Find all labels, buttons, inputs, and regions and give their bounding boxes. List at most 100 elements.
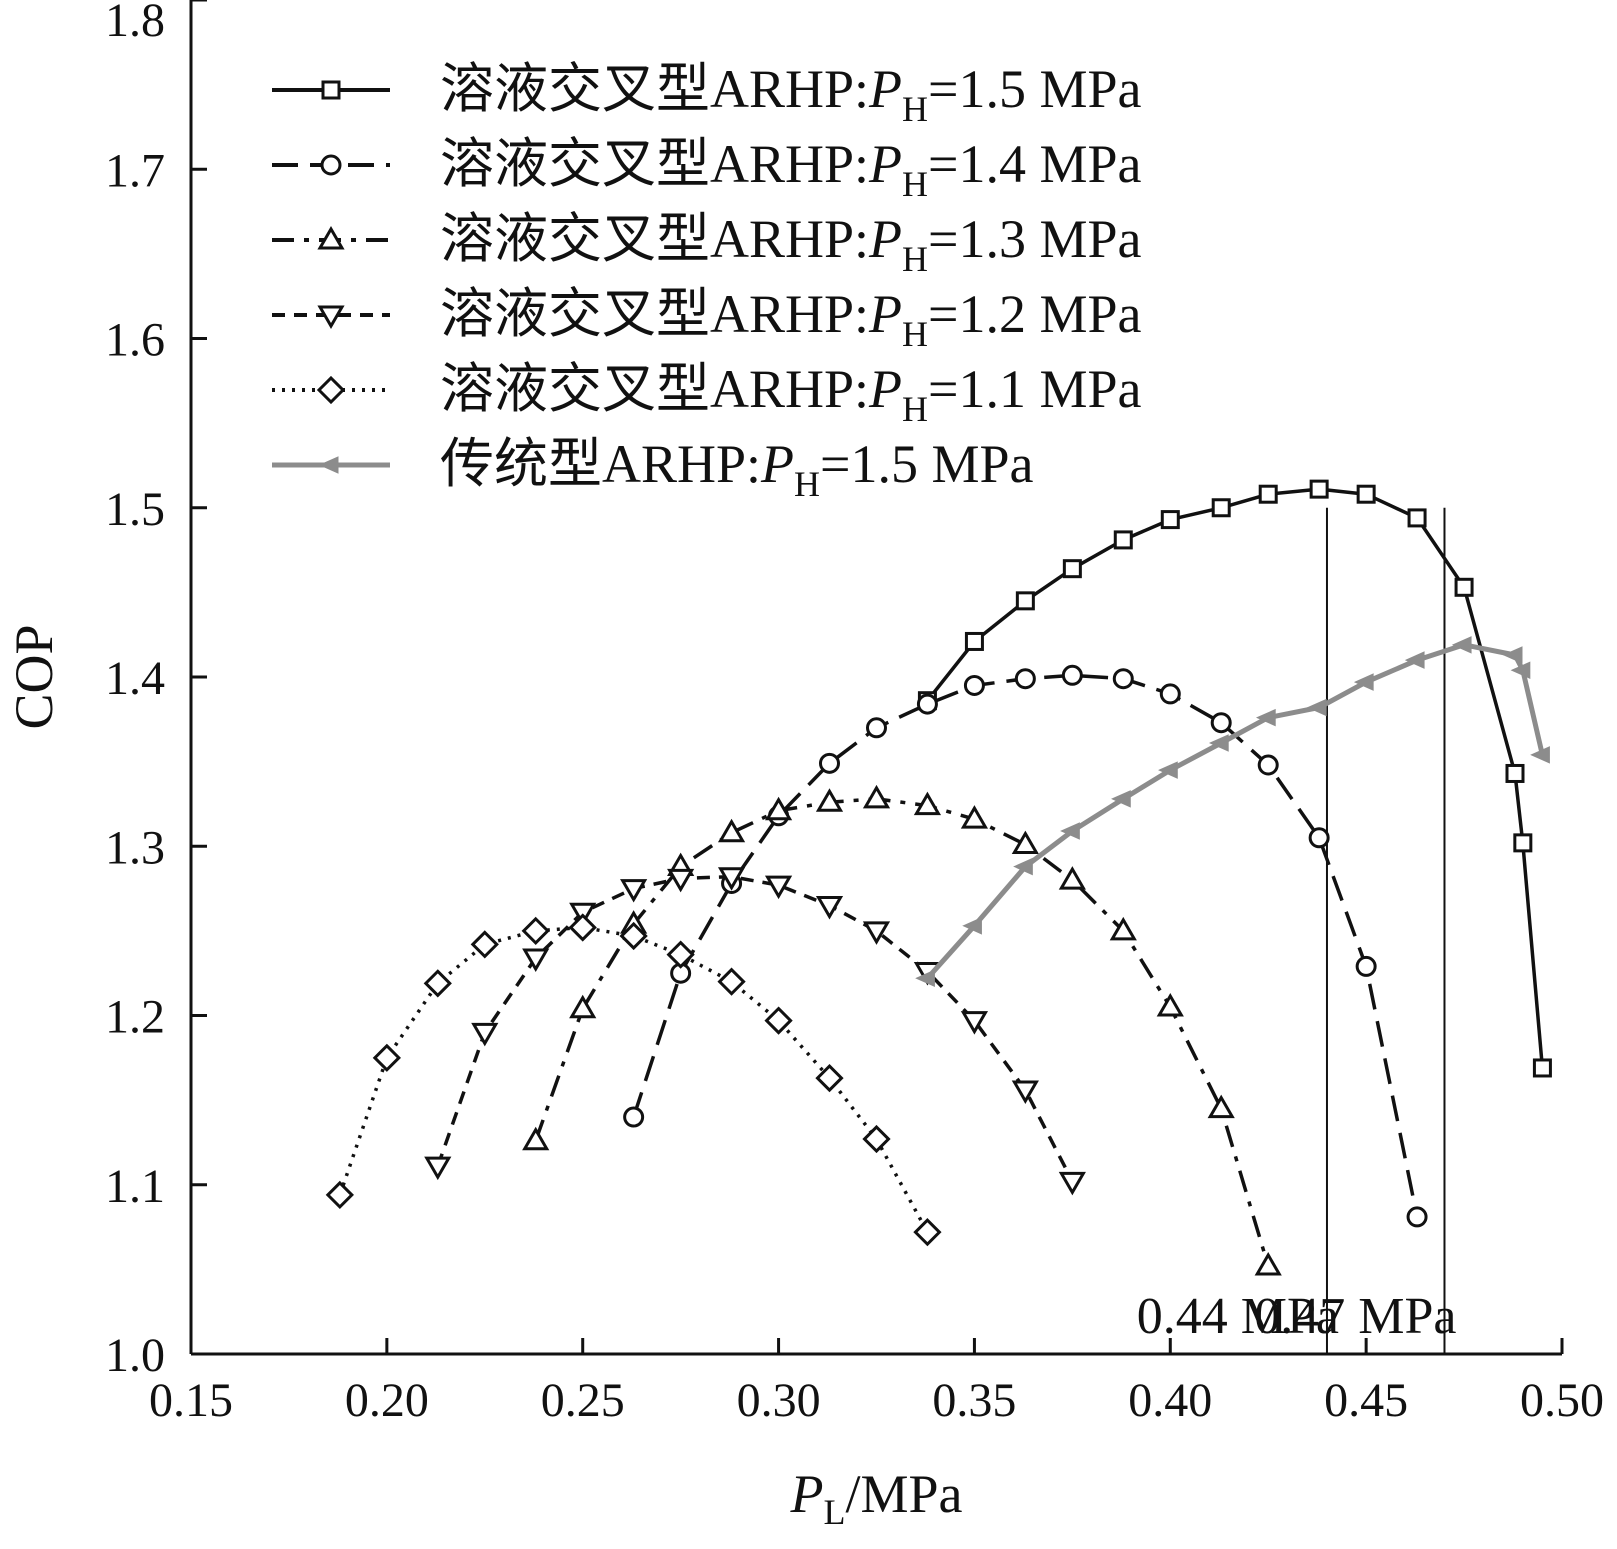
legend-entry-0: 溶液交叉型ARHP:PH=1.5 MPa: [272, 59, 1142, 129]
data-point: [325, 1180, 354, 1210]
data-point: [1308, 827, 1330, 849]
data-point: [862, 784, 891, 809]
series-2: [522, 784, 1282, 1276]
data-point: [1513, 833, 1533, 853]
data-point: [620, 879, 648, 903]
data-point: [522, 1126, 550, 1151]
annotation-label-0-44: 0.44 MPa: [1137, 1288, 1339, 1345]
legend-label-subscript: H: [902, 389, 928, 429]
tick-labels: 0.15 0.20 0.25 0.30 0.35 0.40 0.45 0.50 1.0 1.1 1.…: [105, 0, 1604, 1427]
y-tick-label: 1.4: [105, 652, 165, 705]
legend-marker: [321, 80, 341, 100]
data-point: [1255, 708, 1276, 727]
data-point: [1454, 577, 1474, 597]
chart-axes: [189, 0, 1564, 1356]
data-point: [963, 674, 985, 696]
data-point: [913, 791, 942, 816]
data-point: [1502, 646, 1523, 664]
legend-label-symbol: P: [868, 59, 902, 119]
legend-label-symbol: P: [868, 284, 902, 344]
data-point: [471, 1022, 499, 1047]
legend-label-symbol: P: [868, 359, 902, 419]
data-point: [1015, 591, 1035, 611]
data-point: [866, 717, 887, 739]
legend-label-symbol: P: [868, 134, 902, 194]
data-point: [1406, 1206, 1428, 1228]
legend-entry-1: 溶液交叉型ARHP:PH=1.4 MPa: [272, 134, 1142, 204]
data-point: [960, 805, 989, 829]
data-point: [862, 1124, 891, 1154]
x-axis-title-symbol: P: [789, 1464, 823, 1524]
data-point: [1254, 1251, 1282, 1276]
x-axis-title-unit: /MPa: [845, 1464, 962, 1524]
y-tick-label: 1.6: [105, 314, 165, 367]
x-axis-title: PL/MPa: [789, 1464, 962, 1532]
series-line: [534, 797, 1270, 1267]
data-point: [1013, 857, 1033, 876]
y-axis-title: COP: [4, 624, 64, 729]
data-point: [960, 1011, 989, 1035]
x-tick-label: 0.35: [932, 1374, 1016, 1427]
y-tick-label: 1.1: [105, 1160, 165, 1213]
data-point: [1112, 668, 1134, 690]
legend-marker: [317, 305, 345, 329]
legend-label-symbol: P: [760, 434, 794, 494]
legend-marker: [318, 456, 339, 474]
data-point: [1062, 559, 1082, 579]
legend-label-suffix: =1.2 MPa: [928, 284, 1142, 344]
data-point: [764, 1006, 793, 1035]
series-0: [917, 479, 1552, 1078]
data-point: [1257, 754, 1279, 776]
data-point: [1530, 746, 1550, 764]
x-tick-label: 0.15: [149, 1374, 233, 1427]
data-point: [1011, 830, 1039, 855]
x-tick-label: 0.50: [1520, 1374, 1604, 1427]
data-point: [1160, 510, 1180, 530]
y-tick-label: 1.5: [105, 483, 165, 536]
data-point: [1111, 790, 1131, 808]
data-point: [764, 875, 793, 900]
data-point: [423, 969, 452, 998]
y-tick-label: 1.2: [105, 991, 165, 1044]
x-tick-label: 0.30: [737, 1374, 821, 1427]
data-point: [916, 693, 938, 715]
data-point: [1451, 636, 1472, 654]
y-tick-label: 1.7: [105, 144, 165, 197]
data-point: [521, 916, 550, 945]
legend-label: 传统型ARHP:PH=1.5 MPa: [440, 434, 1034, 504]
data-point: [522, 948, 550, 972]
data-point: [1156, 993, 1184, 1017]
data-point: [1258, 484, 1278, 504]
legend-marker: [317, 226, 345, 250]
data-point: [1058, 866, 1086, 890]
legend-label-subscript: H: [794, 464, 820, 504]
chart-series: [325, 479, 1552, 1276]
legend-label-prefix: 溶液交叉型ARHP:: [440, 284, 869, 344]
data-point: [1309, 479, 1329, 499]
data-point: [666, 940, 695, 969]
data-point: [1208, 734, 1229, 752]
legend-label: 溶液交叉型ARHP:PH=1.3 MPa: [440, 209, 1142, 279]
series-line: [631, 673, 1419, 1218]
data-point: [667, 868, 695, 893]
legend-marker: [316, 375, 346, 405]
series-3: [424, 867, 1086, 1196]
data-point: [424, 1156, 452, 1181]
data-point: [815, 788, 844, 812]
data-point: [619, 921, 648, 951]
data-point: [1505, 763, 1525, 783]
series-1: [623, 664, 1428, 1228]
legend-label-symbol: P: [868, 209, 902, 269]
data-point: [1353, 673, 1374, 691]
legend-label-prefix: 溶液交叉型ARHP:: [440, 59, 869, 119]
series-5: [915, 636, 1550, 988]
legend-label-suffix: =1.5 MPa: [928, 59, 1142, 119]
data-point: [1407, 508, 1427, 528]
data-point: [964, 631, 984, 651]
legend-label-prefix: 溶液交叉型ARHP:: [440, 134, 869, 194]
legend-label-subscript: H: [902, 239, 928, 279]
data-point: [1356, 484, 1376, 504]
legend-label-prefix: 溶液交叉型ARHP:: [440, 359, 869, 419]
data-point: [1210, 712, 1232, 734]
